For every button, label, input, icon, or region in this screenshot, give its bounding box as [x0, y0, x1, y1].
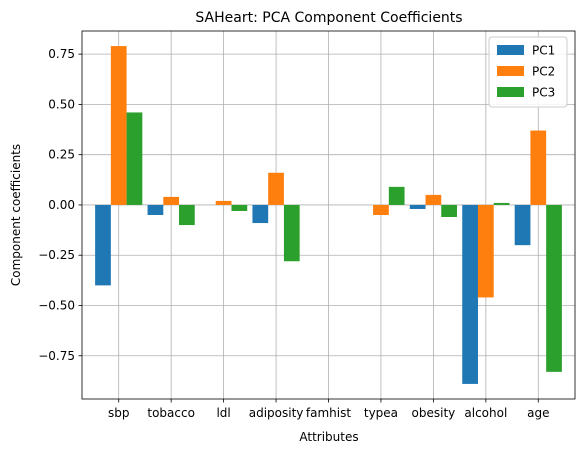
legend-label-pc1: PC1 — [532, 44, 555, 58]
x-tick-label-ldl: ldl — [216, 406, 230, 420]
bar-pc2-obesity — [425, 194, 442, 205]
chart-title: SAHeart: PCA Component Coefficients — [195, 10, 462, 26]
bar-pc2-typea — [373, 204, 389, 215]
y-tick-label: 0.75 — [48, 47, 75, 61]
legend-swatch-pc2 — [497, 66, 524, 76]
x-tick-label-age: age — [527, 406, 549, 420]
legend-swatch-pc3 — [497, 87, 524, 97]
bar-pc3-typea — [388, 186, 405, 205]
bar-pc3-tobacco — [179, 204, 195, 226]
bar-pc2-ldl — [215, 200, 232, 205]
y-tick-label: −0.25 — [38, 248, 75, 262]
x-tick-label-tobacco: tobacco — [147, 406, 195, 420]
bar-pc1-alcohol — [462, 204, 478, 384]
bar-pc1-age — [514, 204, 531, 246]
legend: PC1 PC2 PC3 — [488, 36, 568, 108]
bar-pc2-adiposity — [268, 172, 284, 205]
x-tick-label-alcohol: alcohol — [464, 406, 507, 420]
bar-pc2-alcohol — [477, 204, 494, 298]
series-pc1-bars — [95, 204, 531, 384]
bar-pc3-ldl — [231, 204, 248, 211]
bar-pc3-sbp — [126, 112, 143, 205]
y-tick-label: 0.50 — [48, 97, 75, 111]
bar-pc2-sbp — [110, 46, 127, 205]
x-tick-label-sbp: sbp — [108, 406, 130, 420]
bar-pc3-age — [546, 204, 562, 372]
y-tick-label: −0.50 — [38, 298, 75, 312]
series-pc2-bars — [110, 46, 547, 298]
bar-pc2-tobacco — [163, 196, 180, 205]
legend-label-pc2: PC2 — [532, 65, 555, 79]
x-tick-label-typea: typea — [364, 406, 398, 420]
bar-pc3-alcohol — [493, 202, 510, 205]
bar-pc1-tobacco — [147, 204, 164, 215]
bar-pc3-obesity — [441, 204, 457, 218]
bar-pc1-sbp — [95, 204, 111, 286]
x-tick-label-obesity: obesity — [412, 406, 456, 420]
legend-swatch-pc1 — [497, 45, 524, 55]
x-tick-label-adiposity: adiposity — [249, 406, 304, 420]
y-tick-label: 0.00 — [48, 198, 75, 212]
y-axis-title: Component coefficients — [9, 144, 23, 286]
series-pc3-bars — [126, 112, 562, 372]
bar-pc1-obesity — [409, 204, 426, 209]
y-tick-label: −0.75 — [38, 349, 75, 363]
y-tick-label: 0.25 — [48, 148, 75, 162]
x-axis-title: Attributes — [299, 430, 358, 444]
legend-label-pc3: PC3 — [532, 86, 555, 100]
bar-pc3-adiposity — [283, 204, 300, 262]
x-tick-label-famhist: famhist — [306, 406, 351, 420]
bar-pc1-adiposity — [252, 204, 269, 224]
bar-pc2-age — [530, 130, 547, 205]
